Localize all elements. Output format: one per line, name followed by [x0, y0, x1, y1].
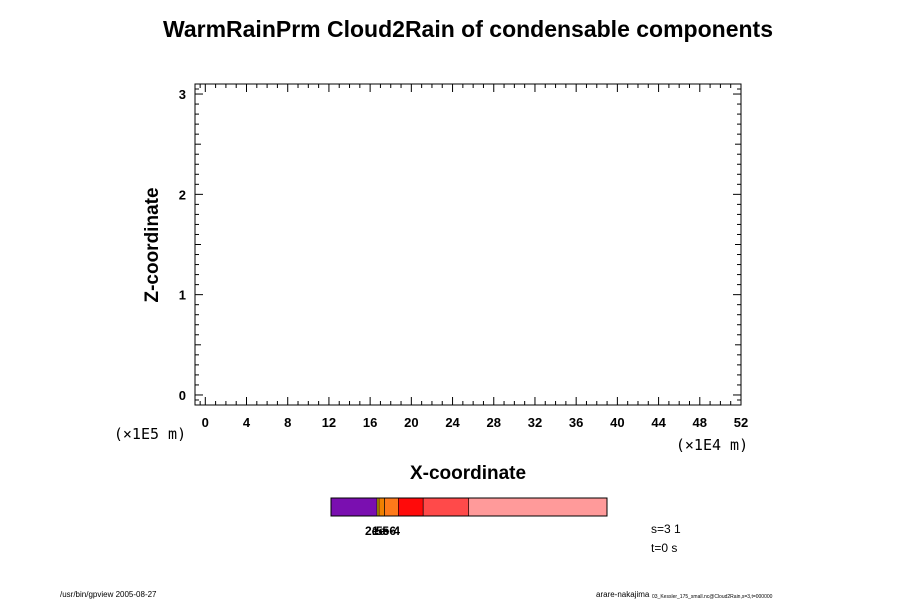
x-tick-label: 8: [284, 415, 291, 430]
colorbar-swatch: [384, 497, 399, 517]
colorbar-tick-label: 5e-4: [376, 524, 400, 538]
x-tick-label: 52: [734, 415, 748, 430]
x-tick-label: 32: [528, 415, 542, 430]
info-subscript-text: s=3 1: [651, 522, 681, 536]
chart-title: WarmRainPrm Cloud2Rain of condensable co…: [163, 16, 773, 42]
info-time-text: t=0 s: [651, 541, 677, 555]
colorbar-tick-label: 2e-5: [365, 524, 389, 538]
footer-right-main-text: arare-nakajima: [596, 590, 650, 599]
y-axis-ticks: [195, 88, 741, 401]
colorbar-swatch: [468, 497, 608, 517]
colorbar-swatch: [398, 497, 424, 517]
x-tick-label: 40: [610, 415, 624, 430]
y-tick-label: 2: [179, 187, 186, 202]
x-tick-label: 36: [569, 415, 583, 430]
colorbar-labels: 2e-55e-41e-6: [365, 524, 400, 538]
colorbar-tick-label: 1e-6: [372, 524, 396, 538]
x-tick-label: 0: [202, 415, 209, 430]
x-axis-label: X-coordinate: [410, 463, 526, 484]
plot-frame: [194, 83, 742, 406]
x-tick-label: 28: [487, 415, 501, 430]
colorbar: [330, 497, 608, 517]
x-tick-label: 20: [404, 415, 418, 430]
x-tick-label: 44: [651, 415, 666, 430]
x-tick-label: 24: [445, 415, 460, 430]
x-tick-label: 12: [322, 415, 336, 430]
footer-right-small-text: 03_Kessler_175_small.nc@Cloud2Rain,s=3,t…: [652, 594, 773, 600]
y-tick-label: 1: [179, 288, 186, 303]
colorbar-frame: [330, 497, 608, 517]
x-tick-label: 4: [243, 415, 251, 430]
x-axis-ticks: [199, 84, 742, 405]
y-tick-label: 0: [179, 388, 186, 403]
footer-left-text: /usr/bin/gpview 2005-08-27: [60, 590, 157, 599]
colorbar-swatch: [422, 497, 470, 517]
x-axis-tick-labels: 0 4 8 12 16 20 24 28 32 36 40 44 48 52: [202, 415, 749, 430]
x-axis-unit: (×1E4 m): [676, 436, 748, 454]
y-axis-label: Z-coordinate: [142, 187, 163, 302]
x-tick-label: 48: [693, 415, 707, 430]
y-tick-label: 3: [179, 87, 186, 102]
colorbar-swatch: [330, 497, 378, 517]
colorbar-swatch: [378, 497, 385, 517]
y-axis-tick-labels: 0 1 2 3: [179, 87, 186, 403]
x-tick-label: 16: [363, 415, 377, 430]
y-axis-unit: (×1E5 m): [114, 425, 186, 443]
